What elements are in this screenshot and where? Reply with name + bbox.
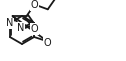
Text: N: N: [17, 23, 24, 33]
Text: N: N: [6, 18, 14, 28]
Text: O: O: [31, 0, 38, 10]
Text: O: O: [31, 24, 38, 34]
Text: O: O: [44, 38, 51, 48]
